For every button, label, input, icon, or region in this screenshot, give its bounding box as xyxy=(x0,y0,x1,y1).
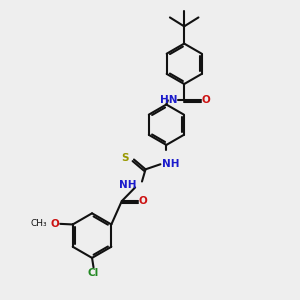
Text: NH: NH xyxy=(119,180,136,190)
Text: HN: HN xyxy=(160,95,178,105)
Text: O: O xyxy=(139,196,148,206)
Text: NH: NH xyxy=(163,159,180,169)
Text: O: O xyxy=(201,95,210,105)
Text: O: O xyxy=(51,219,60,229)
Text: Cl: Cl xyxy=(88,268,99,278)
Text: S: S xyxy=(121,153,129,163)
Text: CH₃: CH₃ xyxy=(31,219,47,228)
